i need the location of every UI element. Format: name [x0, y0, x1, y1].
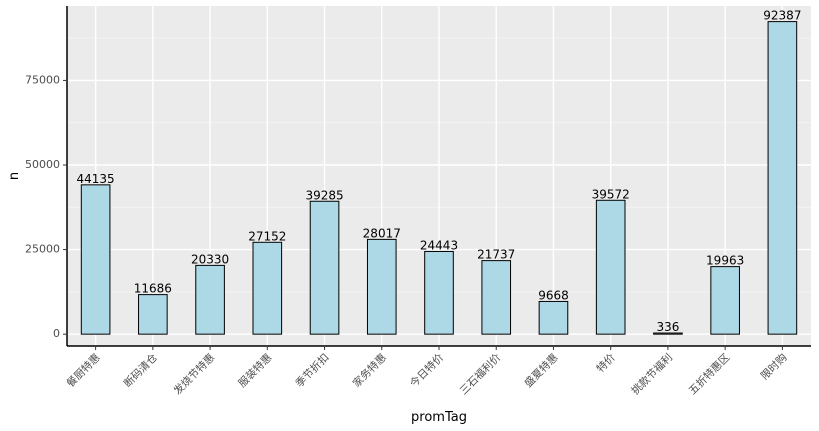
bars	[80, 21, 798, 335]
bar	[424, 250, 454, 335]
x-tick-label: 餐厨特惠	[64, 351, 103, 390]
x-tick-label: 断码清仓	[121, 351, 160, 390]
data-label: 24443	[420, 238, 458, 252]
y-axis-title: n	[7, 172, 22, 180]
bar	[653, 332, 683, 335]
data-label: 39572	[592, 187, 630, 201]
data-label: 27152	[248, 229, 286, 243]
data-label: 20330	[191, 252, 229, 266]
data-label: 28017	[363, 226, 401, 240]
x-tick-label: 季节折扣	[293, 351, 332, 390]
x-tick-label: 服装特惠	[236, 351, 275, 390]
y-axis-ticks: 0 25000 50000 75000	[25, 73, 67, 340]
bar	[366, 238, 397, 335]
data-label: 9668	[538, 288, 569, 302]
x-tick-label: 三石福利价	[457, 351, 504, 398]
x-tick-label: 家务特惠	[350, 351, 389, 390]
x-tick-label: 特价	[594, 351, 618, 375]
x-tick-label: 挑款节福利	[629, 351, 675, 397]
bar	[767, 21, 798, 335]
bar	[595, 199, 626, 335]
x-tick-label: 五折特惠区	[686, 351, 732, 397]
data-label: 39285	[305, 188, 343, 202]
bar	[252, 241, 283, 335]
bar	[138, 294, 168, 335]
data-labels: 44135 11686 20330 27152 39285 28017 24443 21737…	[77, 9, 802, 334]
bar	[195, 264, 225, 335]
bar	[538, 300, 569, 335]
data-label: 336	[656, 320, 679, 334]
data-label: 19963	[706, 254, 744, 268]
data-label: 44135	[77, 172, 115, 186]
x-axis-title: promTag	[411, 410, 467, 425]
x-tick-label: 盛夏特惠	[522, 351, 561, 390]
y-tick-label: 75000	[25, 73, 60, 86]
data-label: 92387	[763, 9, 801, 23]
y-tick-label: 50000	[25, 158, 60, 171]
x-axis-ticks: 餐厨特惠 断码清仓 发烧节特惠 服装特惠 季节折扣 家务特惠 今日特价 三石福利价 盛夏特惠 特价…	[64, 346, 790, 397]
bar	[710, 266, 740, 335]
data-label: 11686	[134, 282, 172, 296]
y-tick-label: 0	[53, 327, 60, 340]
bar	[481, 260, 512, 335]
y-tick-label: 25000	[25, 243, 60, 256]
data-label: 21737	[477, 248, 515, 262]
x-tick-label: 发烧节特惠	[171, 351, 217, 397]
bar	[80, 184, 111, 335]
bar	[309, 200, 340, 335]
x-tick-label: 限时购	[758, 351, 789, 382]
x-tick-label: 今日特价	[407, 351, 446, 390]
